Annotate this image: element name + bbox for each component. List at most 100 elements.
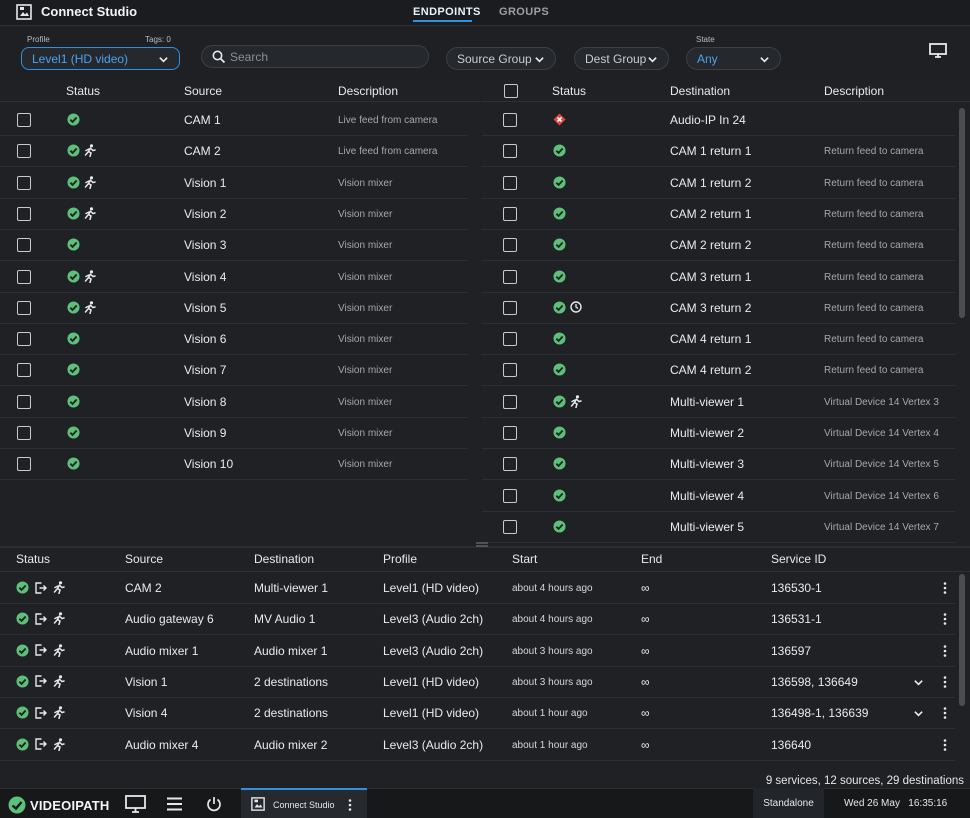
monitor-icon[interactable]: [929, 43, 947, 59]
table-row[interactable]: CAM 1 return 2 Return feed to camera: [481, 168, 955, 199]
dest-group-select[interactable]: Dest Group: [574, 47, 669, 70]
table-row[interactable]: Vision 4 Vision mixer: [0, 262, 468, 293]
col-status[interactable]: Status: [16, 552, 51, 566]
table-row[interactable]: Vision 10 Vision mixer: [0, 449, 468, 481]
table-row[interactable]: CAM 3 return 1 Return feed to camera: [481, 262, 955, 293]
scrollbar[interactable]: [959, 574, 965, 706]
table-row[interactable]: Audio-IP In 24: [481, 105, 955, 136]
power-icon[interactable]: [206, 796, 222, 812]
row-checkbox[interactable]: [17, 175, 31, 190]
table-row[interactable]: Vision 7 Vision mixer: [0, 355, 468, 387]
select-all-checkbox[interactable]: [504, 84, 518, 98]
table-row[interactable]: Vision 5 Vision mixer: [0, 293, 468, 324]
table-row[interactable]: Vision 2 Vision mixer: [0, 199, 468, 230]
menu-icon[interactable]: [167, 797, 182, 811]
service-row[interactable]: Audio mixer 1 Audio mixer 1 Level3 (Audio …: [0, 636, 955, 667]
service-id: 136597: [771, 643, 812, 658]
table-row[interactable]: CAM 4 return 1 Return feed to camera: [481, 324, 955, 356]
col-end[interactable]: End: [641, 552, 663, 566]
taskbar-item-connect-studio[interactable]: Connect Studio: [241, 788, 367, 818]
col-status[interactable]: Status: [66, 84, 101, 98]
row-checkbox[interactable]: [17, 206, 31, 221]
col-source[interactable]: Source: [184, 84, 223, 98]
profile-select[interactable]: Level1 (HD video): [21, 47, 180, 70]
row-checkbox[interactable]: [503, 175, 517, 190]
table-row[interactable]: Multi-viewer 4 Virtual Device 14 Vertex 6: [481, 481, 955, 512]
row-checkbox[interactable]: [17, 113, 31, 127]
more-vert-icon[interactable]: [943, 707, 947, 719]
table-row[interactable]: CAM 2 return 2 Return feed to camera: [481, 230, 955, 262]
row-checkbox[interactable]: [17, 426, 31, 440]
row-checkbox[interactable]: [503, 363, 517, 378]
table-row[interactable]: Vision 9 Vision mixer: [0, 418, 468, 449]
row-checkbox[interactable]: [503, 206, 517, 221]
col-source[interactable]: Source: [125, 552, 164, 566]
table-row[interactable]: Multi-viewer 3 Virtual Device 14 Vertex 5: [481, 449, 955, 481]
row-checkbox[interactable]: [17, 144, 31, 159]
row-checkbox[interactable]: [17, 457, 31, 472]
row-checkbox[interactable]: [17, 238, 31, 253]
row-checkbox[interactable]: [17, 300, 31, 315]
col-destination[interactable]: Destination: [254, 552, 315, 566]
row-checkbox[interactable]: [17, 269, 31, 284]
search-input[interactable]: Search: [201, 45, 429, 68]
row-checkbox[interactable]: [503, 426, 517, 440]
service-row[interactable]: Audio gateway 6 MV Audio 1 Level3 (Audio 2…: [0, 604, 955, 636]
row-checkbox[interactable]: [503, 300, 517, 315]
table-row[interactable]: Vision 1 Vision mixer: [0, 168, 468, 199]
more-vert-icon[interactable]: [943, 738, 947, 751]
service-row[interactable]: Vision 1 2 destinations Level1 (HD video) a…: [0, 667, 955, 698]
col-status[interactable]: Status: [552, 84, 587, 98]
tab-endpoints[interactable]: ENDPOINTS: [413, 6, 481, 18]
row-checkbox[interactable]: [503, 332, 517, 347]
more-vert-icon[interactable]: [348, 799, 352, 811]
expand-chevron-icon[interactable]: [913, 708, 924, 719]
table-row[interactable]: CAM 3 return 2 Return feed to camera: [481, 293, 955, 324]
row-checkbox[interactable]: [17, 363, 31, 378]
more-vert-icon[interactable]: [943, 644, 947, 657]
more-vert-icon[interactable]: [943, 582, 947, 594]
more-vert-icon[interactable]: [943, 676, 947, 688]
state-select[interactable]: Any: [686, 47, 781, 70]
col-destination[interactable]: Destination: [670, 84, 731, 98]
col-profile[interactable]: Profile: [383, 552, 418, 566]
table-row[interactable]: Multi-viewer 1 Virtual Device 14 Vertex 3: [481, 387, 955, 418]
scrollbar[interactable]: [959, 108, 965, 318]
monitor-icon[interactable]: [125, 795, 146, 814]
source-group-select[interactable]: Source Group: [446, 47, 556, 70]
row-checkbox[interactable]: [503, 457, 517, 472]
tab-groups[interactable]: GROUPS: [499, 6, 550, 18]
col-description[interactable]: Description: [824, 84, 885, 98]
row-checkbox[interactable]: [503, 238, 517, 253]
row-checkbox[interactable]: [503, 394, 517, 409]
row-checkbox[interactable]: [17, 332, 31, 347]
col-description[interactable]: Description: [338, 84, 399, 98]
table-row[interactable]: Vision 8 Vision mixer: [0, 387, 468, 418]
row-checkbox[interactable]: [503, 113, 517, 127]
table-row[interactable]: Vision 3 Vision mixer: [0, 230, 468, 262]
table-row[interactable]: CAM 4 return 2 Return feed to camera: [481, 355, 955, 387]
pane-divider[interactable]: [0, 546, 970, 548]
status-ok-icon: [553, 207, 566, 220]
table-row[interactable]: CAM 1 return 1 Return feed to camera: [481, 136, 955, 168]
table-row[interactable]: Multi-viewer 5 Virtual Device 14 Vertex 7: [481, 512, 955, 543]
col-service-id[interactable]: Service ID: [771, 552, 827, 566]
col-start[interactable]: Start: [512, 552, 538, 566]
status-ok-icon: [553, 457, 566, 470]
row-checkbox[interactable]: [503, 269, 517, 284]
service-row[interactable]: Vision 4 2 destinations Level1 (HD video) a…: [0, 698, 955, 730]
service-row[interactable]: Audio mixer 4 Audio mixer 2 Level3 (Audio …: [0, 730, 955, 761]
more-vert-icon[interactable]: [943, 613, 947, 626]
table-row[interactable]: Vision 6 Vision mixer: [0, 324, 468, 356]
row-checkbox[interactable]: [503, 488, 517, 503]
row-checkbox[interactable]: [503, 519, 517, 534]
resize-handle-icon[interactable]: [476, 542, 488, 550]
row-checkbox[interactable]: [503, 144, 517, 159]
table-row[interactable]: CAM 1 Live feed from camera: [0, 105, 468, 136]
table-row[interactable]: Multi-viewer 2 Virtual Device 14 Vertex 4: [481, 418, 955, 449]
table-row[interactable]: CAM 2 return 1 Return feed to camera: [481, 199, 955, 230]
expand-chevron-icon[interactable]: [913, 677, 924, 688]
table-row[interactable]: CAM 2 Live feed from camera: [0, 136, 468, 168]
row-checkbox[interactable]: [17, 394, 31, 409]
service-row[interactable]: CAM 2 Multi-viewer 1 Level1 (HD video) abou…: [0, 573, 955, 604]
